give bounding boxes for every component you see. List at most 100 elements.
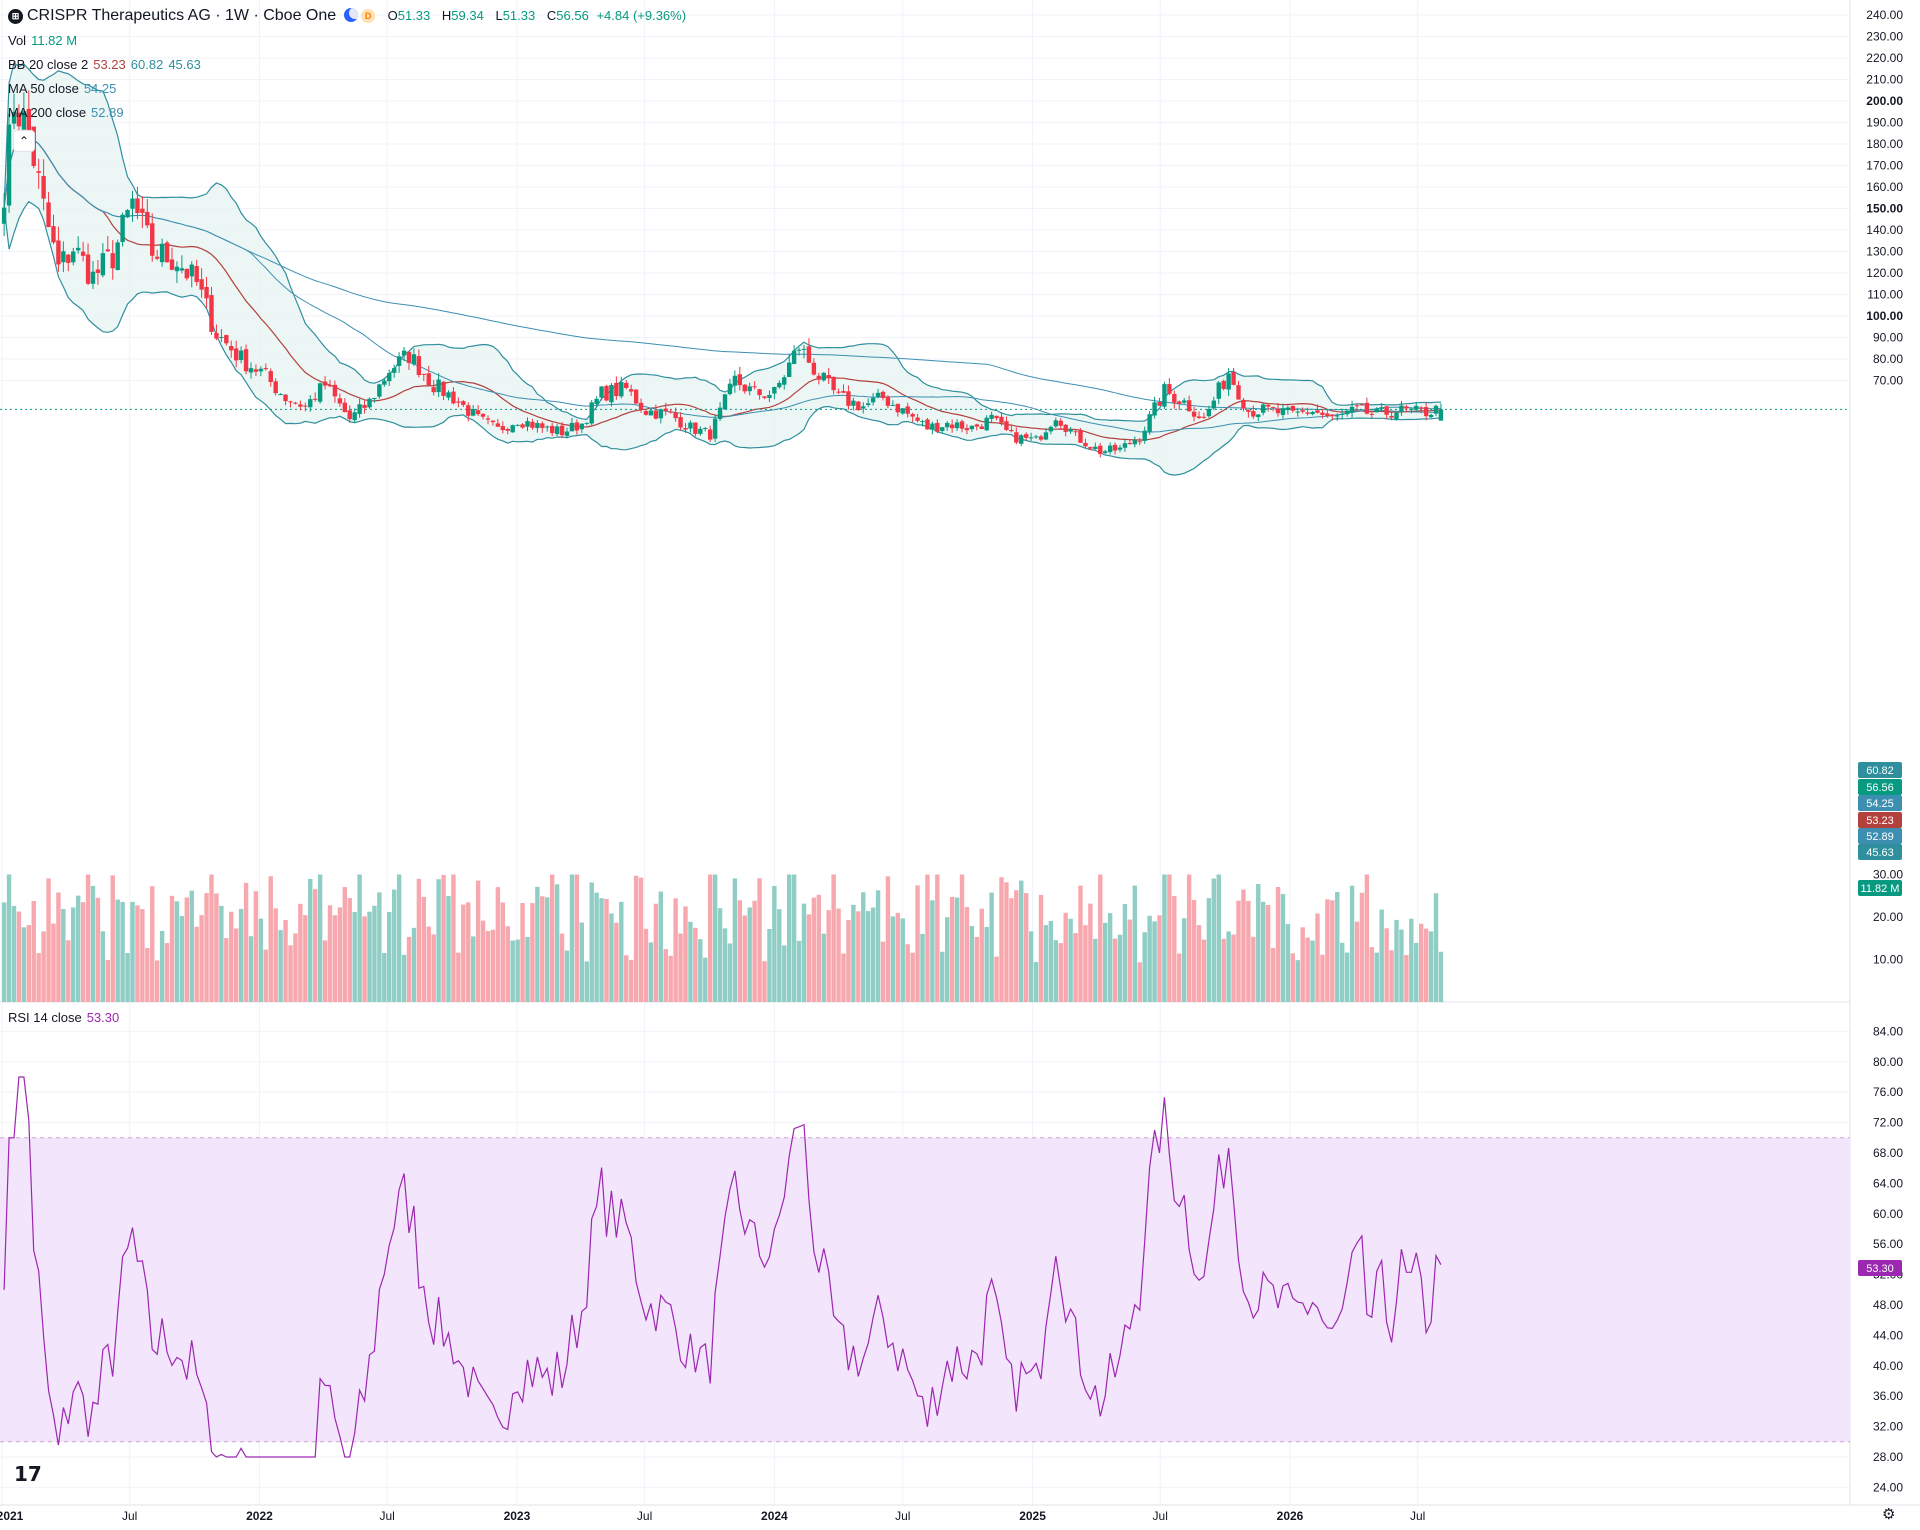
volume-bar: [1033, 962, 1039, 1002]
candle-body: [579, 423, 585, 430]
volume-bar: [214, 893, 219, 1002]
candle-body: [283, 394, 288, 402]
candle-body: [416, 356, 422, 376]
candle-body: [693, 422, 698, 434]
volume-bar: [757, 878, 762, 1002]
candle-body: [1122, 443, 1128, 448]
change-value: +4.84 (+9.36%): [596, 8, 687, 23]
candle-body: [1152, 402, 1157, 416]
candle-body: [1241, 399, 1246, 409]
time-tick-label: Jul: [122, 1509, 137, 1523]
candle-body: [638, 402, 644, 410]
volume-bar: [16, 911, 22, 1002]
bb-legend-label: BB 20 close 2: [8, 57, 89, 72]
candle-body: [219, 336, 224, 338]
volume-legend[interactable]: Vol 11.82 M: [8, 33, 77, 49]
ma200-legend[interactable]: MA 200 close 52.89: [8, 105, 124, 121]
volume-bar: [1028, 931, 1034, 1002]
candle-body: [41, 175, 46, 199]
time-tick-label: Jul: [379, 1509, 394, 1523]
volume-bar: [475, 880, 481, 1002]
volume-bar: [1098, 874, 1103, 1002]
volume-bar: [777, 909, 782, 1002]
volume-bar: [940, 951, 945, 1002]
candle-body: [1305, 412, 1310, 414]
candle-body: [377, 384, 382, 397]
volume-bar: [856, 911, 861, 1002]
candle-body: [298, 404, 303, 407]
volume-bar: [559, 933, 565, 1002]
candle-body: [811, 362, 817, 375]
bb-lower-value: 45.63: [168, 57, 201, 72]
candle-body: [278, 394, 283, 396]
volume-bar: [811, 897, 817, 1002]
candle-body: [569, 422, 575, 432]
dividend-badge[interactable]: D: [361, 9, 376, 23]
candle-body: [11, 111, 17, 124]
volume-bar: [648, 942, 654, 1002]
candle-body: [1260, 404, 1266, 413]
candle-body: [673, 412, 678, 419]
volume-bar: [1251, 936, 1256, 1002]
rsi-legend-value: 53.30: [86, 1010, 120, 1025]
volume-bar: [806, 914, 812, 1002]
volume-bar: [1058, 943, 1063, 1002]
volume-bar: [614, 922, 619, 1002]
price-tick-label: 90.00: [1873, 331, 1903, 345]
market-closed-icon[interactable]: [344, 8, 359, 22]
volume-bar: [199, 915, 204, 1002]
candle-body: [944, 422, 950, 428]
candle-body: [461, 401, 466, 405]
symbol-title[interactable]: CRISPR Therapeutics AG · 1W · Cboe One: [27, 7, 337, 24]
volume-bar: [1167, 874, 1172, 1002]
volume-bar: [1349, 885, 1355, 1002]
volume-bar: [1265, 905, 1271, 1002]
candle-body: [786, 362, 792, 377]
volume-bar: [179, 915, 185, 1002]
volume-bar: [1310, 940, 1315, 1002]
ma50-legend-value: 54.25: [83, 81, 117, 96]
tradingview-logo[interactable]: 17: [14, 1462, 42, 1486]
candle-body: [678, 417, 683, 428]
volume-bar: [969, 926, 975, 1002]
low-value: 51.33: [502, 8, 536, 23]
volume-bar: [589, 882, 594, 1002]
volume-bar: [396, 874, 402, 1002]
candle-body: [594, 398, 599, 405]
volume-bar: [26, 925, 32, 1002]
candle-body: [964, 428, 970, 431]
price-tick-label: 200.00: [1866, 94, 1903, 108]
volume-bar: [796, 940, 802, 1002]
bb-legend[interactable]: BB 20 close 2 53.23 60.82 45.63: [8, 57, 201, 73]
volume-bar: [1023, 893, 1029, 1002]
volume-bar: [1112, 938, 1118, 1002]
volume-bar: [204, 893, 209, 1002]
candle-body: [668, 411, 673, 413]
candle-body: [1265, 404, 1271, 407]
collapse-legend-button[interactable]: ⌃: [13, 130, 35, 152]
volume-bar: [194, 926, 199, 1002]
candle-body: [1102, 451, 1108, 454]
volume-bar: [401, 954, 407, 1002]
rsi-legend[interactable]: RSI 14 close 53.30: [8, 1010, 119, 1026]
volume-bar: [545, 897, 550, 1002]
candle-body: [599, 386, 604, 398]
candle-body: [1043, 432, 1049, 440]
volume-bar: [258, 918, 264, 1002]
ma50-legend[interactable]: MA 50 close 54.25: [8, 81, 116, 97]
candle-body: [1112, 444, 1118, 451]
candle-body: [880, 391, 886, 398]
volume-bar: [391, 889, 397, 1002]
candle-body: [95, 269, 101, 273]
volume-bar: [327, 905, 333, 1002]
candle-body: [243, 349, 249, 372]
settings-gear-icon[interactable]: ⚙: [1882, 1506, 1896, 1523]
candle-body: [184, 268, 190, 279]
candle-body: [851, 400, 856, 406]
candle-body: [451, 391, 456, 404]
candle-body: [1191, 411, 1197, 417]
price-tick-label: 100.00: [1866, 309, 1903, 323]
candle-body: [930, 423, 935, 430]
volume-bar: [994, 956, 999, 1002]
